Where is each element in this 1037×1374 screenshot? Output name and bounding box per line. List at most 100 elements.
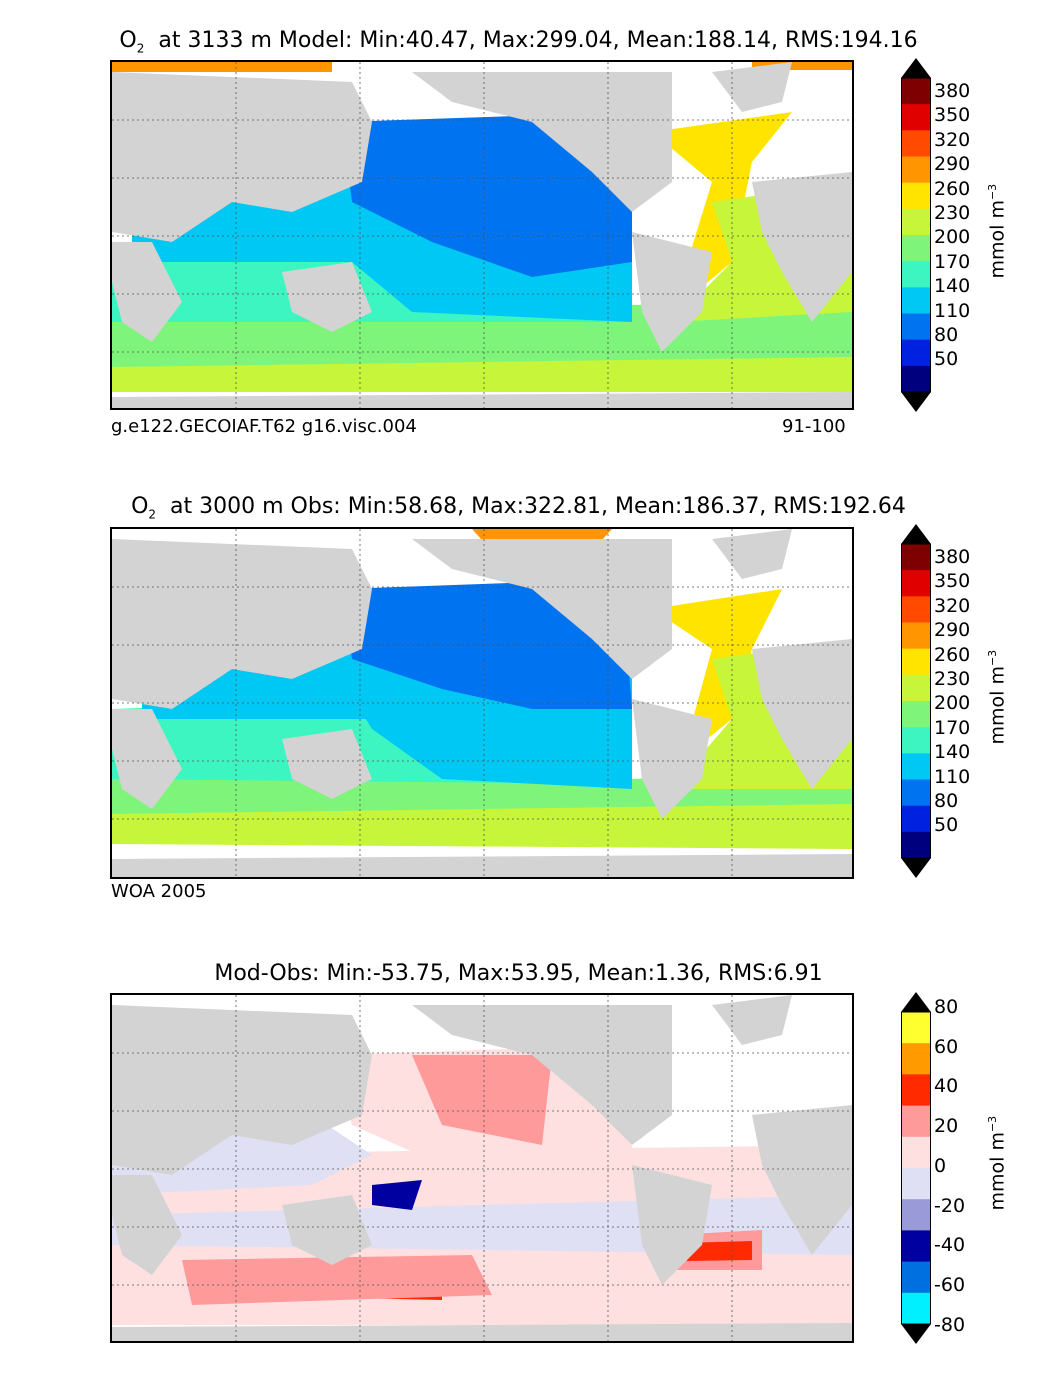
colorbar-extend-top	[901, 58, 931, 78]
panel2-unit-label: mmol m−3	[986, 650, 1008, 745]
colorbar-tick-label: 50	[934, 814, 959, 837]
colorbar-swatch	[901, 182, 931, 210]
colorbar-tick-label: 80	[934, 996, 959, 1018]
panel2-title: O2 at 3000 m Obs: Min:58.68, Max:322.81,…	[0, 494, 1037, 521]
colorbar-tick-label: 350	[934, 104, 971, 127]
land-north-america	[412, 539, 672, 679]
colorbar-swatch	[901, 1230, 931, 1263]
land-antarctica	[112, 1323, 852, 1341]
colorbar-swatch	[901, 779, 931, 807]
colorbar-tick-label: 60	[934, 1035, 959, 1058]
colorbar-tick-label: 320	[934, 128, 971, 151]
colorbar-tick-label: 200	[934, 226, 971, 249]
colorbar-swatch	[901, 130, 931, 157]
colorbar-swatch	[901, 156, 931, 184]
colorbar-swatch	[901, 831, 931, 859]
graticule	[112, 529, 852, 877]
diff-neg-patch	[372, 1180, 422, 1210]
colorbar-swatch	[901, 1012, 931, 1044]
colorbar-swatch	[901, 701, 931, 728]
colorbar-tick-label: -80	[934, 1313, 966, 1336]
land-eurasia	[112, 72, 372, 242]
panel3-map	[110, 993, 854, 1343]
land-eurasia	[112, 539, 372, 709]
colorbar-swatch	[901, 622, 931, 650]
panel2-title-species: O	[131, 494, 149, 519]
colorbar-tick-label: 80	[934, 324, 959, 346]
land-south-america	[632, 1165, 712, 1285]
colorbar-swatch	[901, 1292, 931, 1325]
panel2-colorbar	[901, 524, 931, 878]
colorbar-extend-bottom	[901, 392, 931, 412]
colorbar-tick-label: 230	[934, 668, 971, 690]
colorbar-swatch	[901, 287, 931, 314]
panel1-title-species: O	[119, 28, 137, 53]
colorbar-swatch	[901, 727, 931, 754]
panel2-unit-text: mmol m	[986, 666, 1009, 745]
panel3-colorbar	[901, 992, 931, 1344]
land-greenland	[712, 529, 792, 579]
colorbar-tick-label: 140	[934, 741, 971, 764]
colorbar-tick-label: 380	[934, 80, 971, 102]
colorbar-tick-label: 110	[934, 299, 971, 322]
colorbar-tick-label: 230	[934, 202, 971, 224]
colorbar-swatch	[901, 1136, 931, 1169]
panel2-colorbar-graphic	[901, 524, 931, 878]
colorbar-tick-label: 260	[934, 643, 971, 666]
colorbar-swatch	[901, 1261, 931, 1294]
panel3-unit-text: mmol m	[986, 1132, 1009, 1211]
diff-pos20-south	[182, 1255, 492, 1305]
colorbar-tick-label: 290	[934, 153, 971, 176]
graticule	[112, 995, 852, 1341]
colorbar-tick-label: 80	[934, 790, 959, 812]
colorbar-tick-label: 260	[934, 177, 971, 200]
panel1-run-label: g.e122.GECOIAF.T62 g16.visc.004	[111, 416, 417, 437]
panel2-map	[110, 527, 854, 879]
land-antarctica	[112, 854, 852, 877]
panel3-unit-label: mmol m−3	[986, 1116, 1008, 1211]
colorbar-swatch	[901, 674, 931, 702]
colorbar-swatch	[901, 1199, 931, 1231]
panel2-unit-sup: −3	[986, 649, 1000, 667]
land-australia	[282, 729, 372, 799]
panel1-colorbar	[901, 58, 931, 412]
land-africa-east	[752, 1105, 852, 1255]
land-antarctica	[112, 392, 852, 408]
colorbar-swatch	[901, 1043, 931, 1075]
arctic-290	[112, 62, 332, 72]
colorbar-swatch	[901, 1105, 931, 1138]
land-africa-east	[752, 639, 852, 789]
colorbar-swatch	[901, 648, 931, 676]
land-australia	[282, 1195, 372, 1265]
land-greenland	[712, 995, 792, 1045]
panel1-unit-sup: −3	[986, 183, 1000, 201]
colorbar-tick-label: 200	[934, 692, 971, 715]
colorbar-tick-label: 110	[934, 765, 971, 788]
panel1-title: O2 at 3133 m Model: Min:40.47, Max:299.0…	[0, 28, 1037, 55]
colorbar-tick-label: 380	[934, 546, 971, 568]
panel3-unit-sup: −3	[986, 1115, 1000, 1133]
colorbar-tick-label: 170	[934, 250, 971, 273]
panel1-colorbar-graphic	[901, 58, 931, 412]
colorbar-swatch	[901, 235, 931, 262]
land-africa	[112, 242, 182, 342]
panel1-title-sub: 2	[136, 41, 145, 56]
colorbar-swatch	[901, 339, 931, 367]
land-south-america	[632, 232, 712, 352]
colorbar-tick-label: -20	[934, 1194, 966, 1217]
panel2-title-sub: 2	[148, 507, 157, 522]
panel1-title-text: at 3133 m Model: Min:40.47, Max:299.04, …	[158, 28, 918, 53]
colorbar-tick-label: 170	[934, 716, 971, 739]
colorbar-swatch	[901, 78, 931, 105]
colorbar-tick-label: -60	[934, 1273, 966, 1296]
colorbar-tick-label: -40	[934, 1234, 966, 1257]
colorbar-tick-label: 50	[934, 348, 959, 371]
colorbar-swatch	[901, 1074, 931, 1107]
pacific-110	[342, 112, 632, 277]
panel3-colorbar-graphic	[901, 992, 931, 1344]
land-africa	[112, 1175, 182, 1275]
land-australia	[282, 262, 372, 332]
panel2-source-label: WOA 2005	[111, 881, 207, 902]
colorbar-extend-top	[901, 524, 931, 544]
colorbar-swatch	[901, 365, 931, 393]
